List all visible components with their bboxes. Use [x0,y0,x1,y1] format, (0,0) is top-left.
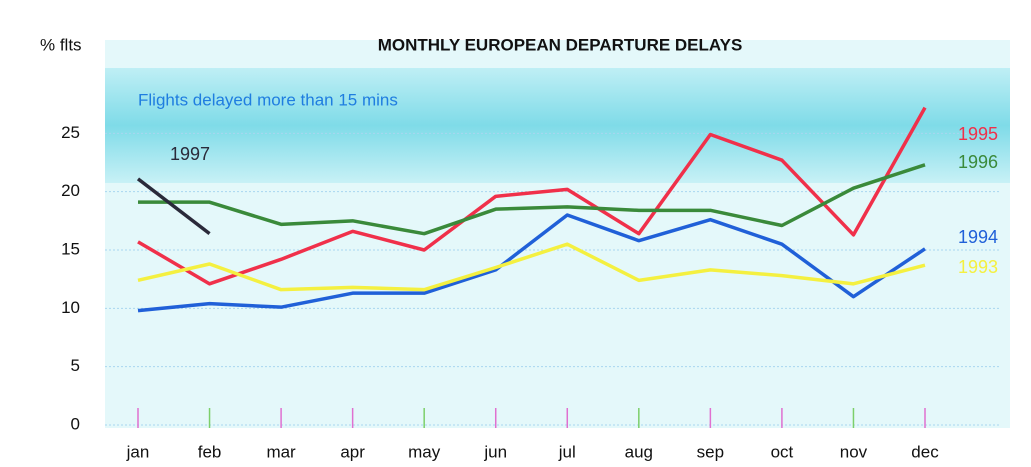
y-tick-label: 10 [61,298,80,317]
series-line [137,242,926,292]
y-tick-label: 0 [71,414,80,433]
series-label: 1993 [958,257,998,277]
series-label: 1997 [170,144,210,164]
x-tick-label: sep [697,442,724,461]
highlight-band [105,68,1010,183]
series-label: 1996 [958,152,998,172]
series-line [138,163,926,236]
series-line [137,213,926,313]
x-tick-label: may [408,442,441,461]
series-line [136,177,211,236]
x-tick-label: jun [483,442,507,461]
x-tick-label: jan [126,442,150,461]
x-tick-label: nov [840,442,868,461]
y-tick-label: 25 [61,123,80,142]
chart-title: MONTHLY EUROPEAN DEPARTURE DELAYS [378,35,743,54]
x-tick-label: dec [911,442,939,461]
x-tick-label: aug [625,442,653,461]
y-tick-label: 15 [61,239,80,258]
series-line [137,106,927,286]
x-tick-label: oct [771,442,794,461]
y-tick-label: 20 [61,181,80,200]
x-tick-label: apr [340,442,365,461]
x-tick-label: feb [198,442,222,461]
y-axis-label: % flts [40,35,82,54]
y-tick-label: 5 [71,356,80,375]
series-label: 1995 [958,124,998,144]
x-tick-label: jul [558,442,576,461]
annotation: Flights delayed more than 15 mins [138,90,398,109]
x-tick-label: mar [266,442,296,461]
series-label: 1994 [958,227,998,247]
